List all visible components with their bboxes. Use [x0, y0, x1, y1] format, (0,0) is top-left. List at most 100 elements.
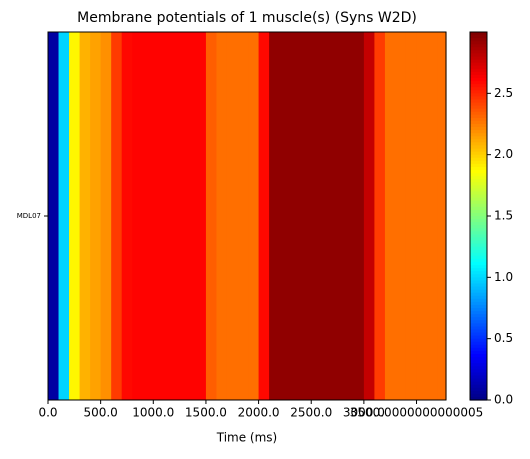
heat-cell — [363, 32, 376, 400]
colorbar-segment — [470, 301, 487, 306]
heat-cell — [132, 32, 144, 400]
colorbar-segment — [470, 157, 487, 162]
colorbar-segment — [470, 234, 487, 239]
heat-cell — [90, 32, 102, 400]
colorbar-segment — [470, 249, 487, 254]
colorbar-segment — [470, 304, 487, 309]
colorbar-segment — [470, 262, 487, 266]
colorbar-segment — [470, 90, 487, 94]
colorbar-segment — [470, 127, 487, 131]
colorbar-segment — [470, 170, 487, 174]
colorbar-segment — [470, 228, 487, 232]
colorbar-segment — [470, 99, 487, 104]
colorbar-segment — [470, 84, 487, 88]
colorbar-segment — [470, 347, 487, 352]
heat-cell — [248, 32, 260, 400]
colorbar-segment — [470, 258, 487, 263]
colorbar-segment — [470, 317, 487, 321]
colorbar-segment — [470, 335, 487, 340]
colorbar-segment — [470, 145, 487, 150]
colorbar-segment — [470, 298, 487, 303]
heat-cell — [342, 32, 354, 400]
colorbar-segment — [470, 120, 487, 125]
colorbar-tick-label: 1.0 — [494, 270, 513, 284]
colorbar-segment — [470, 231, 487, 235]
colorbar-segment — [470, 182, 487, 186]
heat-cell — [384, 32, 397, 400]
colorbar-segment — [470, 71, 487, 76]
colorbar-segment — [470, 338, 487, 343]
colorbar-segment — [470, 130, 487, 134]
colorbar-tick-label: 2.0 — [494, 147, 513, 161]
colorbar-segment — [470, 124, 487, 128]
heat-cell — [374, 32, 386, 400]
colorbar-segment — [470, 219, 487, 223]
colorbar-segment — [470, 369, 487, 373]
colorbar-segment — [470, 268, 487, 272]
colorbar-segment — [470, 271, 487, 275]
colorbar-segment — [470, 185, 487, 189]
colorbar-segment — [470, 74, 487, 79]
heat-cell — [353, 32, 365, 400]
colorbar-segment — [470, 329, 487, 334]
colorbar-segment — [470, 390, 487, 395]
chart-title: Membrane potentials of 1 muscle(s) (Syns… — [77, 10, 417, 26]
colorbar-segment — [470, 387, 487, 392]
colorbar-segment — [470, 314, 487, 318]
heat-cell — [100, 32, 112, 400]
colorbar-segment — [470, 93, 487, 97]
colorbar-tick-label: 0.5 — [494, 331, 513, 345]
colorbar-segment — [470, 151, 487, 156]
colorbar-segment — [470, 344, 487, 349]
colorbar-segment — [470, 252, 487, 257]
heat-cell — [321, 32, 333, 400]
colorbar-segment — [470, 41, 487, 45]
colorbar-segment — [470, 206, 487, 211]
heat-cell — [427, 32, 439, 400]
colorbar-segment — [470, 360, 487, 364]
heat-cell — [226, 32, 239, 400]
colorbar-segment — [470, 357, 487, 361]
colorbar-segment — [470, 38, 487, 42]
colorbar-segment — [470, 280, 487, 285]
colorbar-segment — [470, 102, 487, 107]
x-tick-label: 1500.0 — [185, 406, 227, 420]
colorbar-segment — [470, 323, 487, 327]
heat-cell — [195, 32, 207, 400]
colorbar-segment — [470, 154, 487, 159]
colorbar-segment — [470, 375, 487, 380]
colorbar-tick-label: 0.0 — [494, 393, 513, 407]
colorbar-segment — [470, 139, 487, 143]
heat-cell — [111, 32, 123, 400]
colorbar-segment — [470, 197, 487, 202]
colorbar-segment — [470, 381, 487, 386]
colorbar-segment — [470, 311, 487, 315]
heat-cell — [79, 32, 91, 400]
heat-cell — [48, 32, 60, 400]
colorbar-segment — [470, 114, 487, 119]
x-tick-label: 2500.0 — [290, 406, 332, 420]
colorbar-segment — [470, 142, 487, 147]
colorbar-segment — [470, 237, 487, 242]
colorbar-segment — [470, 320, 487, 324]
colorbar-segment — [470, 366, 487, 370]
colorbar-segment — [470, 188, 487, 193]
colorbar-segment — [470, 240, 487, 245]
colorbar-segment — [470, 393, 487, 398]
heat-cell — [300, 32, 312, 400]
heat-cell — [69, 32, 81, 400]
colorbar-segment — [470, 81, 487, 85]
colorbar-segment — [470, 295, 487, 300]
colorbar-segment — [470, 283, 487, 288]
colorbar-segment — [470, 378, 487, 383]
colorbar-segment — [470, 246, 487, 251]
colorbar-segment — [470, 148, 487, 153]
colorbar-segment — [470, 396, 487, 401]
x-axis-label: Time (ms) — [216, 431, 278, 445]
colorbar-segment — [470, 308, 487, 312]
colorbar-segment — [470, 274, 487, 278]
colorbar-segment — [470, 87, 487, 91]
colorbar-segment — [470, 44, 487, 48]
colorbar-segment — [470, 59, 487, 64]
